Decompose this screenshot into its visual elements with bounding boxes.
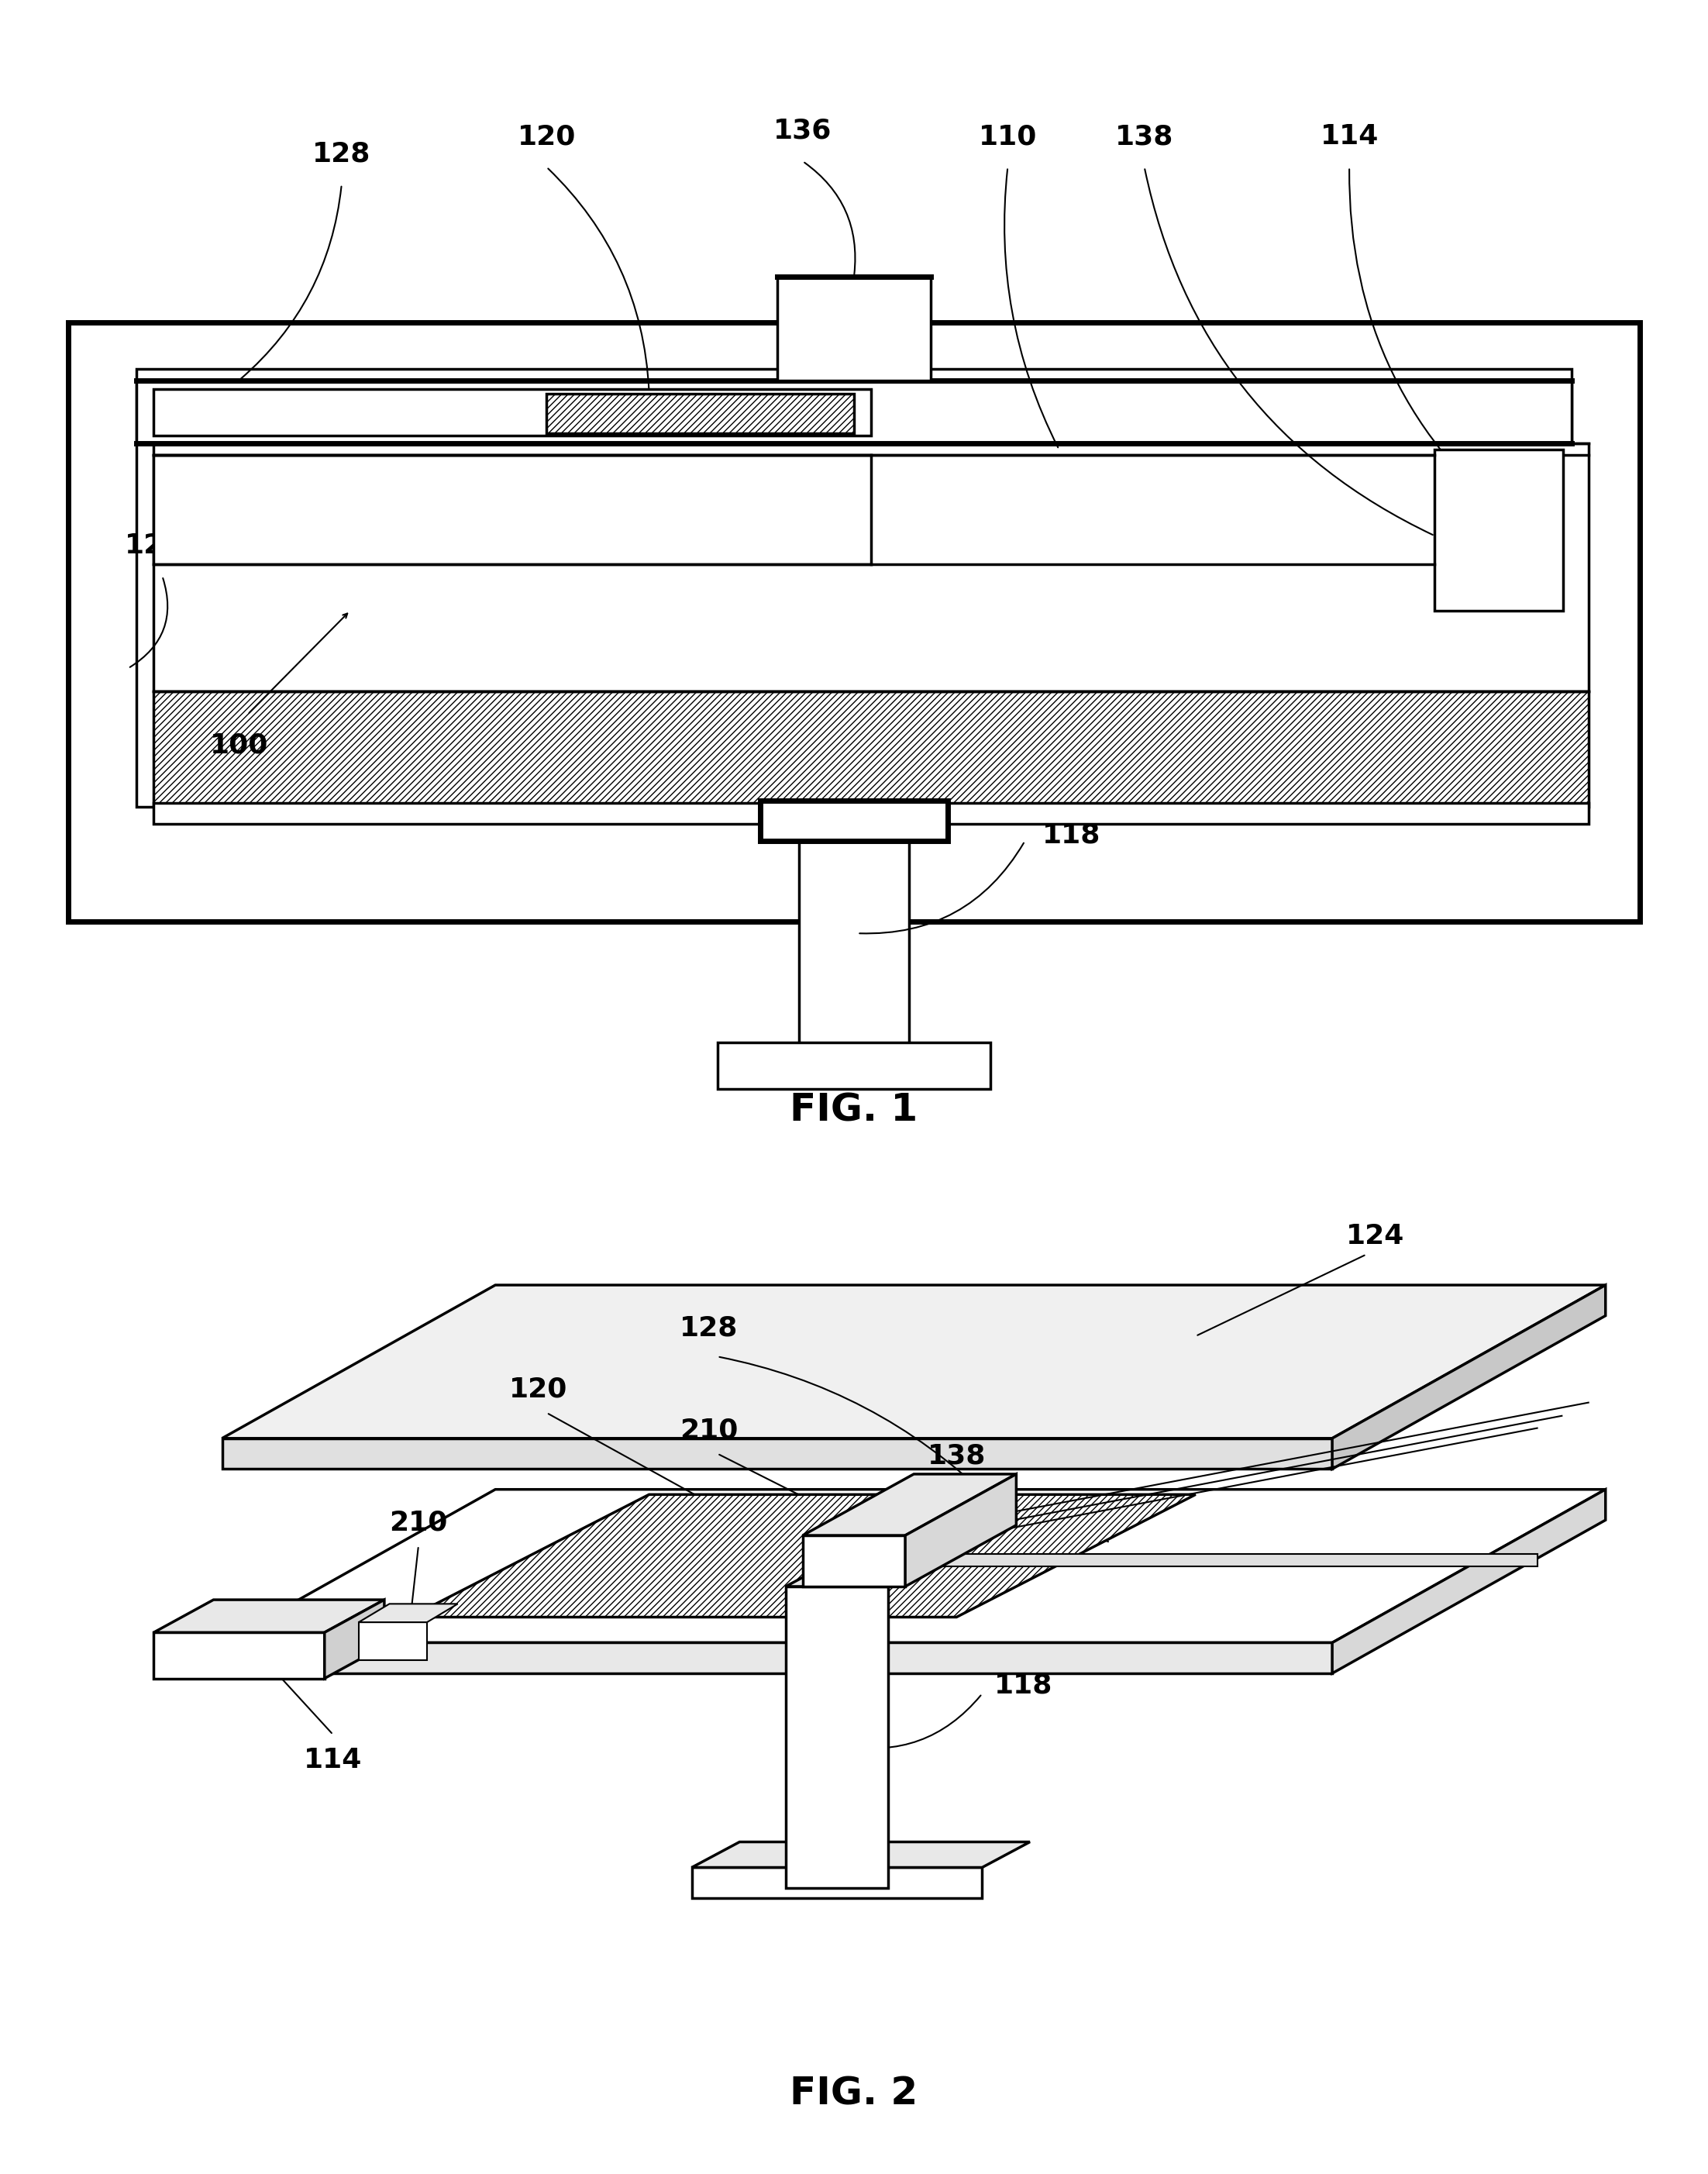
Polygon shape — [811, 1554, 1537, 1565]
Bar — [137, 380, 1571, 443]
Polygon shape — [692, 1867, 982, 1898]
Text: 124: 124 — [1346, 1224, 1404, 1250]
Text: 120: 120 — [518, 124, 576, 150]
Text: 100: 100 — [210, 733, 268, 759]
Polygon shape — [786, 1587, 888, 1887]
Polygon shape — [786, 1561, 936, 1587]
Polygon shape — [325, 1600, 384, 1678]
Polygon shape — [410, 1494, 1196, 1617]
Polygon shape — [1332, 1489, 1606, 1674]
Polygon shape — [222, 1439, 1332, 1470]
Bar — [154, 389, 871, 435]
Bar — [137, 370, 1571, 807]
Text: 118: 118 — [1042, 822, 1100, 848]
Polygon shape — [692, 1841, 1030, 1867]
Polygon shape — [803, 1535, 905, 1587]
Text: 120: 120 — [509, 1376, 567, 1402]
Bar — [777, 276, 931, 380]
Text: FIG. 1: FIG. 1 — [791, 1091, 917, 1128]
Polygon shape — [222, 1489, 1606, 1644]
Bar — [760, 800, 948, 841]
Text: 118: 118 — [994, 1672, 1052, 1698]
Text: 136: 136 — [774, 117, 832, 143]
Polygon shape — [1332, 1285, 1606, 1470]
Text: 210: 210 — [680, 1417, 738, 1444]
Text: 138: 138 — [1115, 124, 1173, 150]
Bar — [154, 454, 871, 565]
Text: 128: 128 — [313, 141, 371, 167]
Text: 114: 114 — [304, 1748, 362, 1774]
Bar — [1435, 450, 1563, 611]
Text: 138: 138 — [927, 1444, 986, 1470]
Bar — [68, 322, 1640, 922]
Text: 128: 128 — [680, 1315, 738, 1341]
Text: 114: 114 — [1320, 124, 1378, 150]
Polygon shape — [803, 1474, 1016, 1535]
Polygon shape — [222, 1285, 1606, 1439]
Polygon shape — [905, 1474, 1016, 1587]
Bar — [799, 800, 909, 1083]
Text: 124: 124 — [125, 533, 183, 559]
Polygon shape — [154, 1633, 325, 1678]
Bar — [154, 691, 1588, 807]
Text: 110: 110 — [979, 124, 1037, 150]
Bar — [154, 443, 1588, 691]
Bar — [547, 393, 854, 433]
Text: 210: 210 — [389, 1509, 447, 1535]
Polygon shape — [222, 1644, 1332, 1674]
Bar — [717, 1044, 991, 1089]
Bar — [154, 802, 1588, 824]
Polygon shape — [359, 1622, 427, 1661]
Polygon shape — [359, 1604, 458, 1622]
Text: FIG. 2: FIG. 2 — [791, 2076, 917, 2113]
Polygon shape — [154, 1600, 384, 1633]
